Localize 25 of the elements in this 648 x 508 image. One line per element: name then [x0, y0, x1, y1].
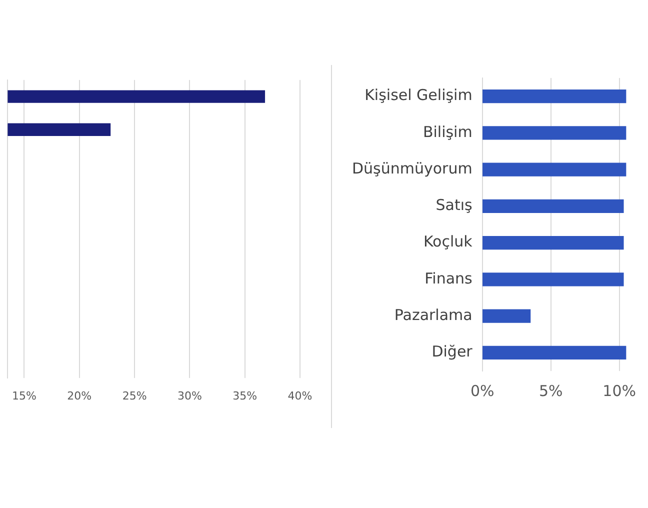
x-tick-label: 5%: [538, 382, 563, 400]
y-tick-label: Düşünmüyorum: [352, 159, 472, 178]
x-tick-label: 40%: [288, 389, 312, 402]
y-tick-label: Diğer: [432, 342, 474, 361]
x-tick-label: 25%: [122, 389, 147, 402]
x-tick-label: 20%: [67, 389, 92, 402]
y-tick-label: Pazarlama: [394, 306, 472, 324]
bar: [482, 309, 531, 323]
bar: [482, 272, 624, 286]
x-tick-label: 15%: [12, 389, 36, 402]
y-tick-label: Bilişim: [422, 122, 472, 141]
bar: [482, 126, 626, 140]
bar: [482, 199, 624, 214]
x-tick-label: 10%: [602, 382, 636, 400]
y-tick-label: Satış: [436, 196, 473, 214]
y-tick-label: Kişisel Gelişim: [364, 86, 472, 104]
y-tick-label: Koçluk: [423, 232, 473, 251]
y-tick-label: Finans: [424, 269, 473, 288]
bar: [482, 346, 626, 360]
bar: [482, 236, 624, 250]
bar: [482, 89, 626, 104]
x-tick-label: 30%: [177, 389, 202, 402]
x-tick-label: 35%: [232, 389, 258, 402]
x-tick-label: 0%: [470, 382, 494, 400]
bar: [482, 162, 626, 176]
